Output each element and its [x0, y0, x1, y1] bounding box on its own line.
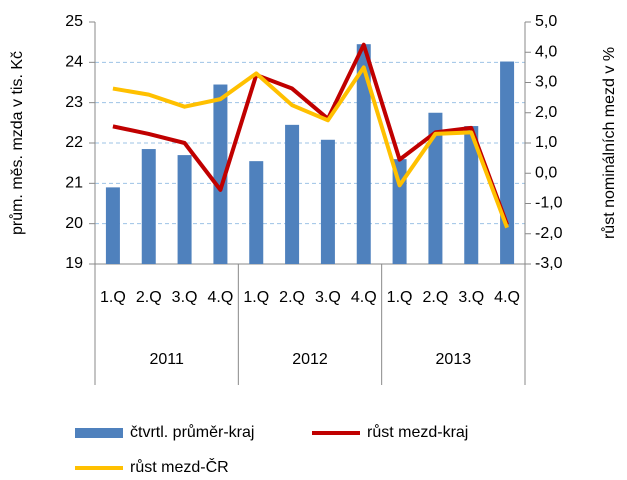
bar [428, 112, 443, 264]
x-tick-label: 4.Q [208, 289, 234, 306]
x-tick-label: 2.Q [136, 289, 162, 306]
bar [392, 159, 407, 264]
y2-tick-label: 0,0 [535, 164, 557, 181]
bar [213, 84, 228, 265]
bar [105, 187, 120, 264]
y-tick-label: 25 [65, 13, 83, 30]
y-tick-label: 21 [65, 175, 83, 192]
group-label: 2011 [149, 351, 184, 368]
y2-tick-label: -3,0 [535, 255, 563, 272]
legend-label: čtvrtl. průměr-kraj [130, 423, 254, 441]
line [112, 42, 509, 226]
x-tick-label: 1.Q [100, 289, 126, 306]
group-label: 2012 [292, 351, 328, 368]
y-tick-label: 22 [65, 134, 83, 151]
y-tick-label: 19 [65, 255, 83, 272]
bar [356, 44, 371, 264]
x-tick-label: 2.Q [423, 289, 449, 306]
y2-tick-label: 2,0 [535, 104, 557, 121]
y2-tick-label: 3,0 [535, 74, 557, 91]
bar [464, 126, 479, 264]
y2-tick-label: -2,0 [535, 225, 563, 242]
x-tick-label: 1.Q [387, 289, 413, 306]
x-tick-label: 3.Q [315, 289, 341, 306]
y2-tick-label: 5,0 [535, 13, 557, 30]
y2-tick-label: 4,0 [535, 43, 557, 60]
bar [285, 124, 300, 264]
legend-swatch [75, 428, 123, 438]
x-tick-label: 3.Q [172, 289, 198, 306]
x-tick-label: 1.Q [243, 289, 269, 306]
bar [141, 149, 156, 264]
x-tick-label: 4.Q [351, 289, 377, 306]
x-tick-label: 2.Q [279, 289, 305, 306]
bar [320, 139, 335, 264]
x-tick-label: 4.Q [494, 289, 520, 306]
bar [500, 61, 515, 264]
y-tick-label: 24 [65, 54, 83, 71]
legend-label: růst mezd-ČR [130, 457, 229, 476]
group-label: 2013 [436, 351, 472, 368]
line [112, 65, 509, 229]
y2-axis-title: růst nominálních mezd v % [600, 47, 618, 239]
bar [177, 155, 192, 264]
x-tick-label: 3.Q [458, 289, 484, 306]
y-tick-label: 20 [65, 215, 83, 232]
y-tick-label: 23 [65, 94, 83, 111]
y2-tick-label: 1,0 [535, 134, 557, 151]
legend-label: růst mezd-kraj [367, 423, 468, 441]
bar [249, 161, 264, 264]
y-axis-title: prům. měs. mzda v tis. Kč [8, 51, 26, 235]
y2-tick-label: -1,0 [535, 195, 563, 212]
